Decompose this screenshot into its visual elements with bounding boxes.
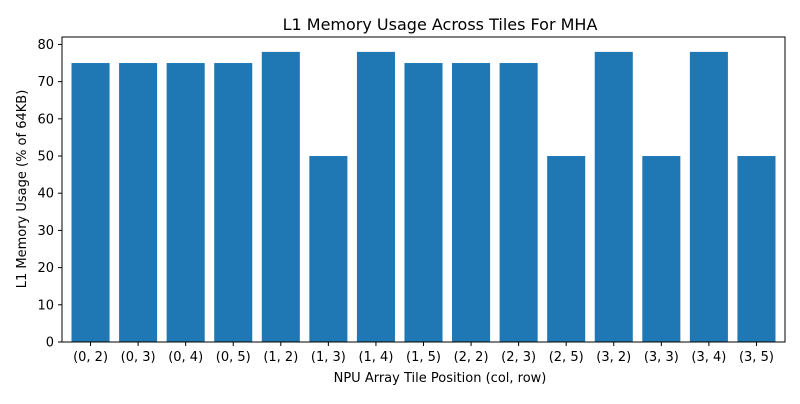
plot-frame [61,36,786,343]
bar [356,51,395,342]
chart-title: L1 Memory Usage Across Tiles For MHA [283,15,598,34]
bar [547,156,586,342]
bar [689,51,728,342]
bar [737,156,776,342]
x-tick-label: (3, 4) [691,350,726,365]
x-axis-label: NPU Array Tile Position (col, row) [334,371,547,386]
bar [404,63,443,342]
y-tick-label: 0 [46,336,54,351]
y-tick-label: 30 [37,224,54,239]
bar [261,51,300,342]
y-tick-label: 50 [37,150,54,165]
y-axis-label: L1 Memory Usage (% of 64KB) [15,90,30,289]
x-tick-label: (1, 3) [311,350,346,365]
x-axis: (0, 2) (0, 3) (0, 4) (0, 5) (1, 2) (1, 3) (1, … [73,342,774,365]
x-tick-label: (0, 4) [168,350,203,365]
x-tick-label: (2, 5) [549,350,584,365]
bar [166,63,205,342]
bar [71,63,110,342]
bar [119,63,158,342]
y-tick-label: 80 [37,38,54,53]
bars-layer [71,51,776,342]
bar [309,156,348,342]
x-tick-label: (1, 5) [406,350,441,365]
x-tick-label: (0, 5) [216,350,251,365]
x-tick-label: (0, 2) [73,350,108,365]
x-tick-label: (1, 2) [263,350,298,365]
y-tick-label: 10 [37,298,54,313]
x-tick-label: (3, 2) [596,350,631,365]
bar [642,156,681,342]
y-axis: 0 10 20 30 40 50 60 70 80 [37,38,62,351]
bar [594,51,633,342]
bar [214,63,253,342]
x-tick-label: (2, 3) [501,350,536,365]
x-tick-label: (3, 5) [739,350,774,365]
bar [499,63,538,342]
x-tick-label: (0, 3) [121,350,156,365]
y-tick-label: 60 [37,112,54,127]
y-tick-label: 20 [37,261,54,276]
y-tick-label: 40 [37,187,54,202]
x-tick-label: (1, 4) [358,350,393,365]
bar [452,63,491,342]
x-tick-label: (2, 2) [454,350,489,365]
y-tick-label: 70 [37,75,54,90]
x-tick-label: (3, 3) [644,350,679,365]
